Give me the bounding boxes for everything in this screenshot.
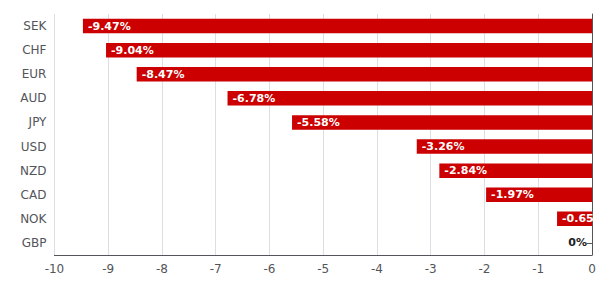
svg-text:-9.04%: -9.04% [111,44,154,57]
svg-text:-9: -9 [102,262,114,276]
svg-text:0: 0 [588,262,596,276]
svg-text:JPY: JPY [28,115,48,129]
svg-text:-7: -7 [210,262,222,276]
svg-text:-4: -4 [371,262,383,276]
svg-text:-5: -5 [317,262,329,276]
svg-text:-3: -3 [425,262,437,276]
svg-text:-2.84%: -2.84% [444,164,487,177]
svg-text:-2: -2 [479,262,491,276]
svg-text:-8.47%: -8.47% [142,68,185,81]
svg-text:-8: -8 [156,262,168,276]
svg-text:EUR: EUR [22,67,47,81]
svg-text:0%: 0% [568,236,587,249]
svg-text:-6: -6 [263,262,275,276]
svg-text:-5.58%: -5.58% [297,116,340,129]
svg-text:-3.26%: -3.26% [422,140,465,153]
svg-text:-6.78%: -6.78% [233,92,276,105]
svg-text:-1: -1 [532,262,544,276]
svg-text:USD: USD [21,140,47,154]
svg-text:SEK: SEK [23,19,47,33]
svg-text:GBP: GBP [22,236,47,250]
svg-text:-0.65%: -0.65% [562,212,605,225]
svg-text:CHF: CHF [22,43,46,57]
svg-text:CAD: CAD [21,188,47,202]
svg-text:-1.97%: -1.97% [491,188,534,201]
svg-text:NZD: NZD [20,164,46,178]
svg-text:AUD: AUD [20,91,46,105]
svg-text:NOK: NOK [20,212,47,226]
svg-text:-9.47%: -9.47% [88,20,131,33]
svg-text:-10: -10 [45,262,65,276]
